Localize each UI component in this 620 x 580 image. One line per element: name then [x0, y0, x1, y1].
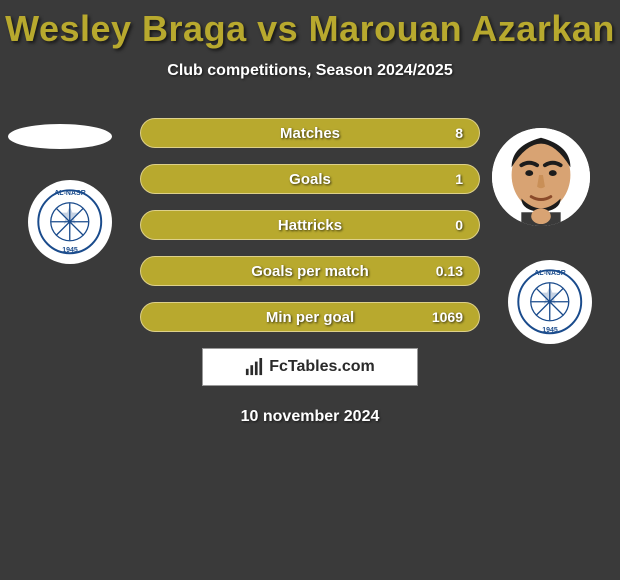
stat-value-right: 8: [455, 125, 463, 141]
club-name-top: AL-NASR: [28, 190, 112, 197]
bars-icon: [245, 358, 263, 376]
stat-row: Min per goal 1069: [140, 302, 480, 332]
club-logo-icon: [517, 269, 583, 335]
stat-row: Hattricks 0: [140, 210, 480, 240]
stat-value-right: 0.13: [436, 263, 463, 279]
club-year: 1945: [508, 327, 592, 334]
stat-value-right: 0: [455, 217, 463, 233]
stat-value-right: 1069: [432, 309, 463, 325]
stat-row: Matches 8: [140, 118, 480, 148]
club-year: 1945: [28, 247, 112, 254]
comparison-date: 10 november 2024: [0, 408, 620, 426]
club-logo-icon: [37, 189, 103, 255]
player-left-avatar: [8, 124, 112, 149]
player-right-avatar: [492, 128, 590, 226]
comparison-subtitle: Club competitions, Season 2024/2025: [0, 62, 620, 80]
stat-value-right: 1: [455, 171, 463, 187]
stat-row: Goals per match 0.13: [140, 256, 480, 286]
stat-label: Goals: [289, 171, 331, 188]
stat-label: Min per goal: [266, 309, 354, 326]
face-icon: [492, 128, 590, 226]
brand-box[interactable]: FcTables.com: [202, 348, 418, 386]
club-name-top: AL-NASR: [508, 270, 592, 277]
stat-label: Goals per match: [251, 263, 369, 280]
stat-row: Goals 1: [140, 164, 480, 194]
stat-label: Matches: [280, 125, 340, 142]
club-badge-right: AL-NASR 1945: [508, 260, 592, 344]
comparison-title: Wesley Braga vs Marouan Azarkan: [0, 0, 620, 50]
club-badge-left: AL-NASR 1945: [28, 180, 112, 264]
stat-label: Hattricks: [278, 217, 342, 234]
brand-text: FcTables.com: [269, 358, 375, 376]
